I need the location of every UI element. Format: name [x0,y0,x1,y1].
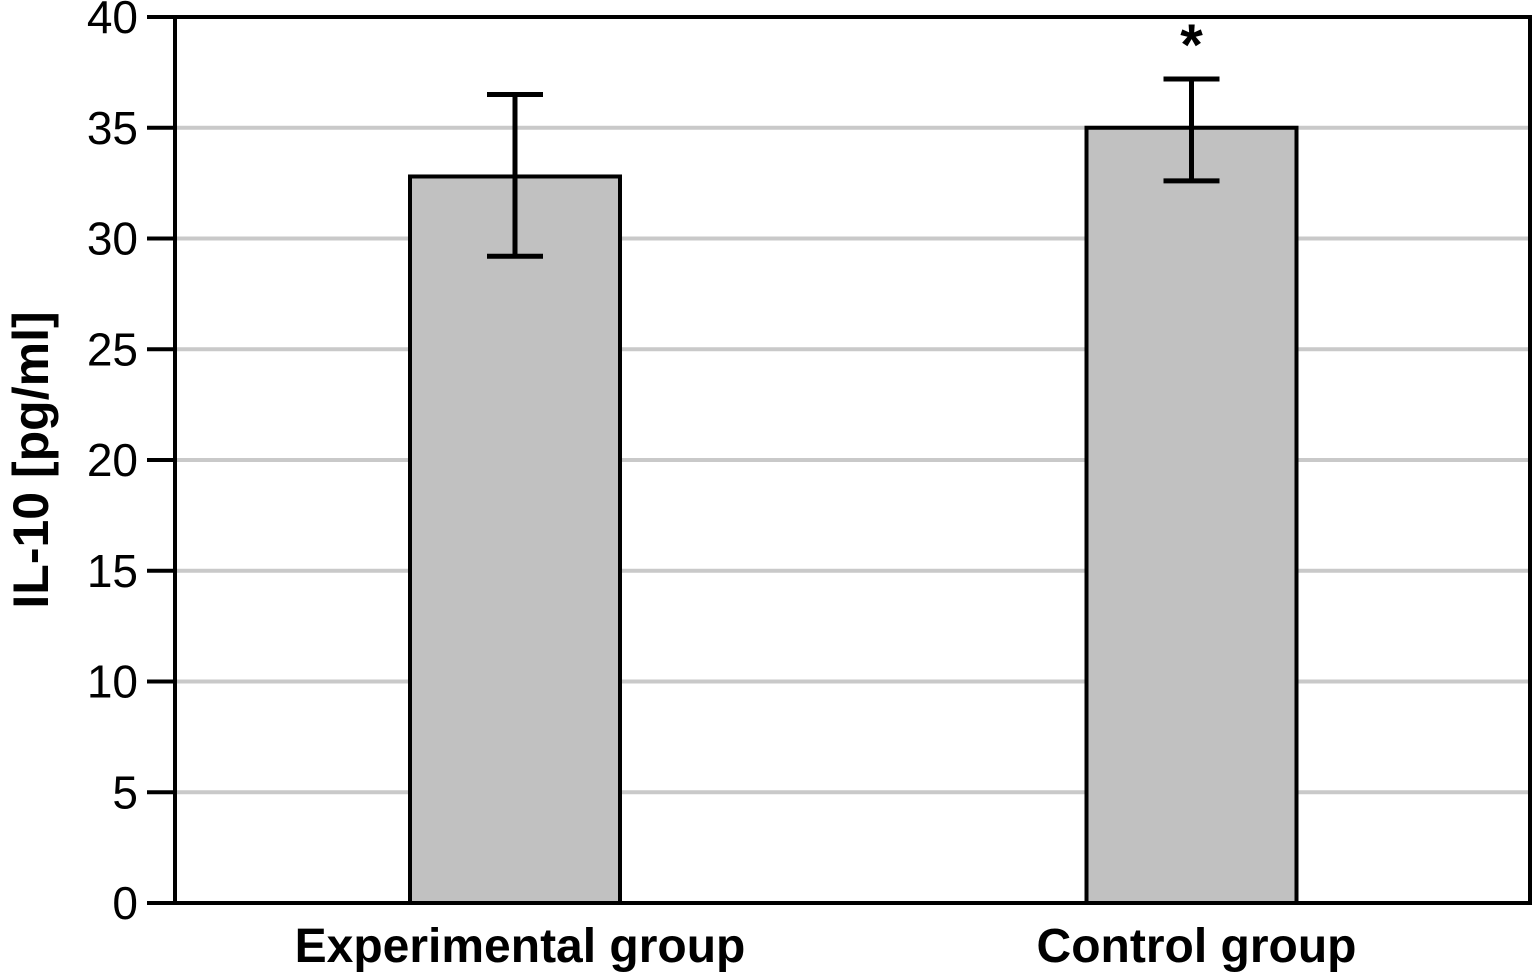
y-tick-label-25: 25 [87,323,138,375]
bar-control-group [1084,125,1299,905]
error-bars-group [487,76,1220,259]
y-tick-label-30: 30 [87,213,138,265]
bar-experimental-group [408,174,622,906]
y-tick-label-5: 5 [112,766,138,818]
y-tick-label-15: 15 [87,545,138,597]
gridlines-group [175,125,1530,795]
x-category-label-experimental: Experimental group [295,920,746,973]
y-tick-label-35: 35 [87,102,138,154]
y-tick-label-10: 10 [87,656,138,708]
significance-asterisk: * [1180,13,1203,78]
y-tick-label-0: 0 [112,877,138,929]
y-axis-title: IL-10 [pg/ml] [3,311,59,608]
y-tick-label-40: 40 [87,0,138,43]
x-category-label-control: Control group [1037,920,1357,973]
bars-group [408,125,1299,906]
y-tick-label-20: 20 [87,434,138,486]
y-ticks-group: 0 5 10 15 20 25 30 35 40 [87,0,175,929]
